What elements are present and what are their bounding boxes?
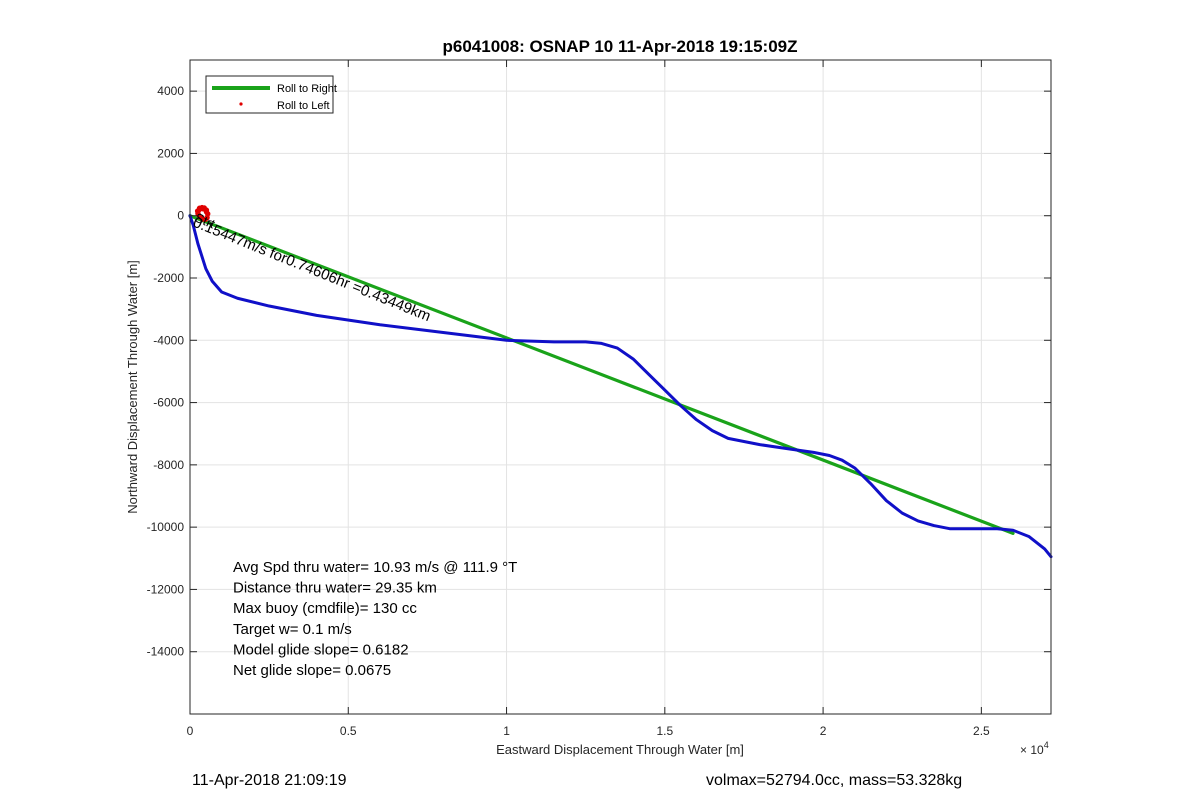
x-exponent-base: × 10: [1020, 743, 1044, 757]
x-exponent-power: 4: [1044, 740, 1049, 750]
x-exponent-label: × 104: [1020, 740, 1049, 757]
stats-line: Avg Spd thru water= 10.93 m/s @ 111.9 °T: [233, 559, 517, 576]
y-tick-label: -6000: [153, 396, 184, 410]
stats-line: Net glide slope= 0.0675: [233, 662, 391, 679]
x-axis-label: Eastward Displacement Through Water [m]: [496, 742, 744, 757]
x-tick-label: 1.5: [656, 724, 673, 738]
y-tick-label: -4000: [153, 333, 184, 347]
x-tick-label: 0.5: [340, 724, 357, 738]
y-tick-label: -10000: [147, 520, 185, 534]
y-axis-label: Northward Displacement Through Water [m]: [125, 260, 140, 514]
y-tick-label: -12000: [147, 582, 185, 596]
legend: Roll to Right Roll to Left: [205, 75, 337, 114]
series-point-roll-left: [200, 206, 206, 212]
plot-border: [189, 59, 1052, 715]
legend-box: [205, 75, 334, 114]
legend-label-roll-left: Roll to Left: [277, 100, 330, 112]
x-tick-label: 0: [187, 724, 194, 738]
stats-line: Distance thru water= 29.35 km: [233, 580, 437, 597]
x-tick-label: 1: [503, 724, 510, 738]
y-tick-label: 4000: [157, 84, 184, 98]
stats-line: Target w= 0.1 m/s: [233, 621, 352, 638]
footer-timestamp: 11-Apr-2018 21:09:19: [192, 772, 347, 789]
overlap-label: Strt: [193, 210, 218, 232]
legend-label-roll-right: Roll to Right: [277, 83, 337, 95]
stats-line: Max buoy (cmdfile)= 130 cc: [233, 600, 417, 617]
y-tick-label: 2000: [157, 146, 184, 160]
legend-swatch-roll-left: [239, 102, 243, 106]
footer-volmax-mass: volmax=52794.0cc, mass=53.328kg: [706, 772, 963, 789]
x-tick-label: 2: [820, 724, 827, 738]
y-tick-label: -2000: [153, 271, 184, 285]
chart-title: p6041008: OSNAP 10 11-Apr-2018 19:15:09Z: [443, 37, 798, 56]
x-tick-label: 2.5: [973, 724, 990, 738]
series-layer: [188, 204, 1053, 559]
series-line-track: [188, 214, 1053, 559]
stats-line: Model glide slope= 0.6182: [233, 641, 409, 658]
plot-area: [190, 60, 1051, 714]
y-tick-label: 0: [177, 209, 184, 223]
series-point-roll-left: [203, 209, 210, 215]
series-line-roll-right: [188, 214, 1015, 535]
grid-lines: [189, 60, 1051, 714]
y-tick-label: -14000: [147, 645, 185, 659]
y-tick-label: -8000: [153, 458, 184, 472]
stats-block: Avg Spd thru water= 10.93 m/s @ 111.9 °T…: [233, 559, 517, 679]
axis-ticks: 0 0.5 1 1.5 2 2.5 4000 2000 0 -2000 -4000 -6000 -800…: [147, 60, 1051, 738]
